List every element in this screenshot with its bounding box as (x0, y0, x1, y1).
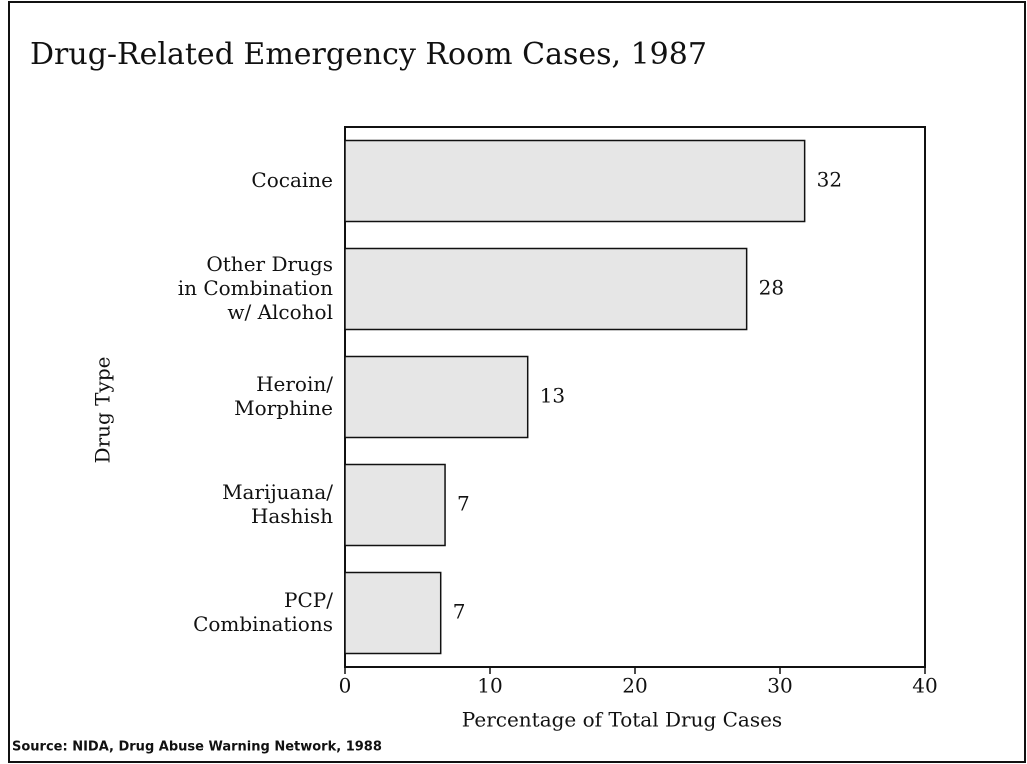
bar (344, 355, 529, 439)
y-tick-label: Cocaine (251, 168, 333, 192)
y-tick-label: PCP/Combinations (193, 588, 333, 636)
bar (344, 247, 748, 331)
value-label: 13 (540, 384, 565, 408)
bar (344, 571, 442, 655)
x-tick-label: 30 (767, 674, 792, 698)
y-tick-label: Heroin/Morphine (234, 372, 333, 420)
y-tick-label: Other Drugs in Combination w/ Alcohol (178, 252, 333, 324)
x-tick-label: 20 (622, 674, 647, 698)
x-axis-label: Percentage of Total Drug Cases (462, 708, 782, 732)
x-tick-label: 10 (477, 674, 502, 698)
x-tick-label: 40 (912, 674, 937, 698)
value-label: 7 (457, 492, 470, 516)
source-note: Source: NIDA, Drug Abuse Warning Network… (12, 740, 382, 755)
outer-frame (8, 1, 1026, 763)
value-label: 28 (759, 276, 784, 300)
value-label: 32 (817, 168, 842, 192)
x-tick-label: 0 (339, 674, 352, 698)
y-tick-label: Marijuana/Hashish (222, 480, 333, 528)
y-axis-label: Drug Type (91, 357, 115, 464)
bar (344, 463, 446, 547)
value-label: 7 (453, 600, 466, 624)
bar (344, 139, 806, 223)
chart-title: Drug-Related Emergency Room Cases, 1987 (30, 37, 707, 72)
